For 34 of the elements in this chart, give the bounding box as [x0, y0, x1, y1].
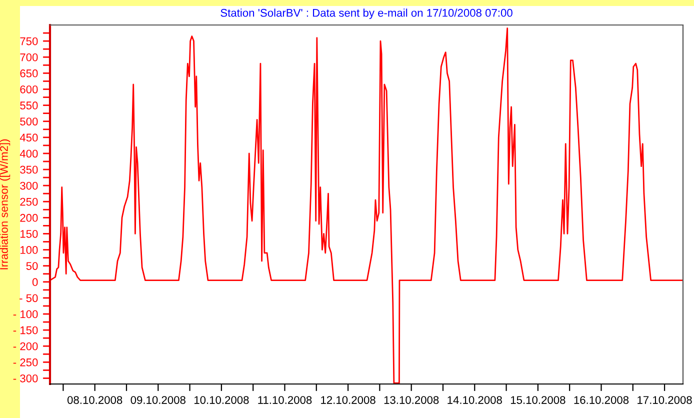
- x-tick-label: 09.10.2008: [130, 396, 186, 404]
- y-tick-label: 150: [20, 230, 38, 238]
- y-tick-label: - 300: [13, 374, 38, 382]
- y-tick-label: 300: [20, 182, 38, 190]
- y-tick-label: 0: [32, 278, 38, 286]
- x-tick-label: 16.10.2008: [574, 396, 629, 404]
- x-tick-label: 12.10.2008: [321, 396, 376, 404]
- chart-title: Station 'SolarBV' : Data sent by e-mail on 17/10/2008 07:00: [220, 8, 512, 19]
- y-tick-label: 600: [20, 85, 38, 94]
- y-tick-label: 700: [20, 53, 38, 62]
- x-tick-label: 17.10.2008: [638, 396, 692, 404]
- y-tick-label: - 100: [13, 310, 38, 318]
- x-tick-label: 13.10.2008: [384, 396, 439, 404]
- y-tick-label: - 250: [13, 358, 38, 366]
- y-tick-label: - 50: [20, 294, 38, 302]
- y-tick-label: 500: [20, 118, 38, 126]
- y-tick-label: 400: [20, 150, 38, 158]
- y-tick-label: 100: [20, 246, 38, 254]
- y-tick-label: 250: [20, 198, 38, 206]
- y-tick-label: 550: [20, 102, 38, 110]
- y-axis-title: Irradiation sensor ([W/m2]): [0, 139, 10, 270]
- y-tick-label: 750: [20, 37, 38, 46]
- x-tick-label: 15.10.2008: [510, 396, 566, 404]
- y-tick-label: 350: [20, 166, 38, 174]
- y-tick-label: 650: [20, 69, 38, 78]
- x-tick-label: 14.10.2008: [448, 396, 502, 404]
- y-tick-label: 450: [20, 134, 38, 142]
- x-tick-label: 10.10.2008: [194, 396, 249, 404]
- x-tick-label: 11.10.2008: [258, 396, 312, 404]
- y-tick-label: - 150: [13, 326, 38, 334]
- y-tick-label: - 200: [13, 342, 38, 350]
- x-tick-label: 08.10.2008: [67, 396, 122, 404]
- y-tick-label: 200: [20, 214, 38, 222]
- y-tick-label: 50: [26, 262, 38, 270]
